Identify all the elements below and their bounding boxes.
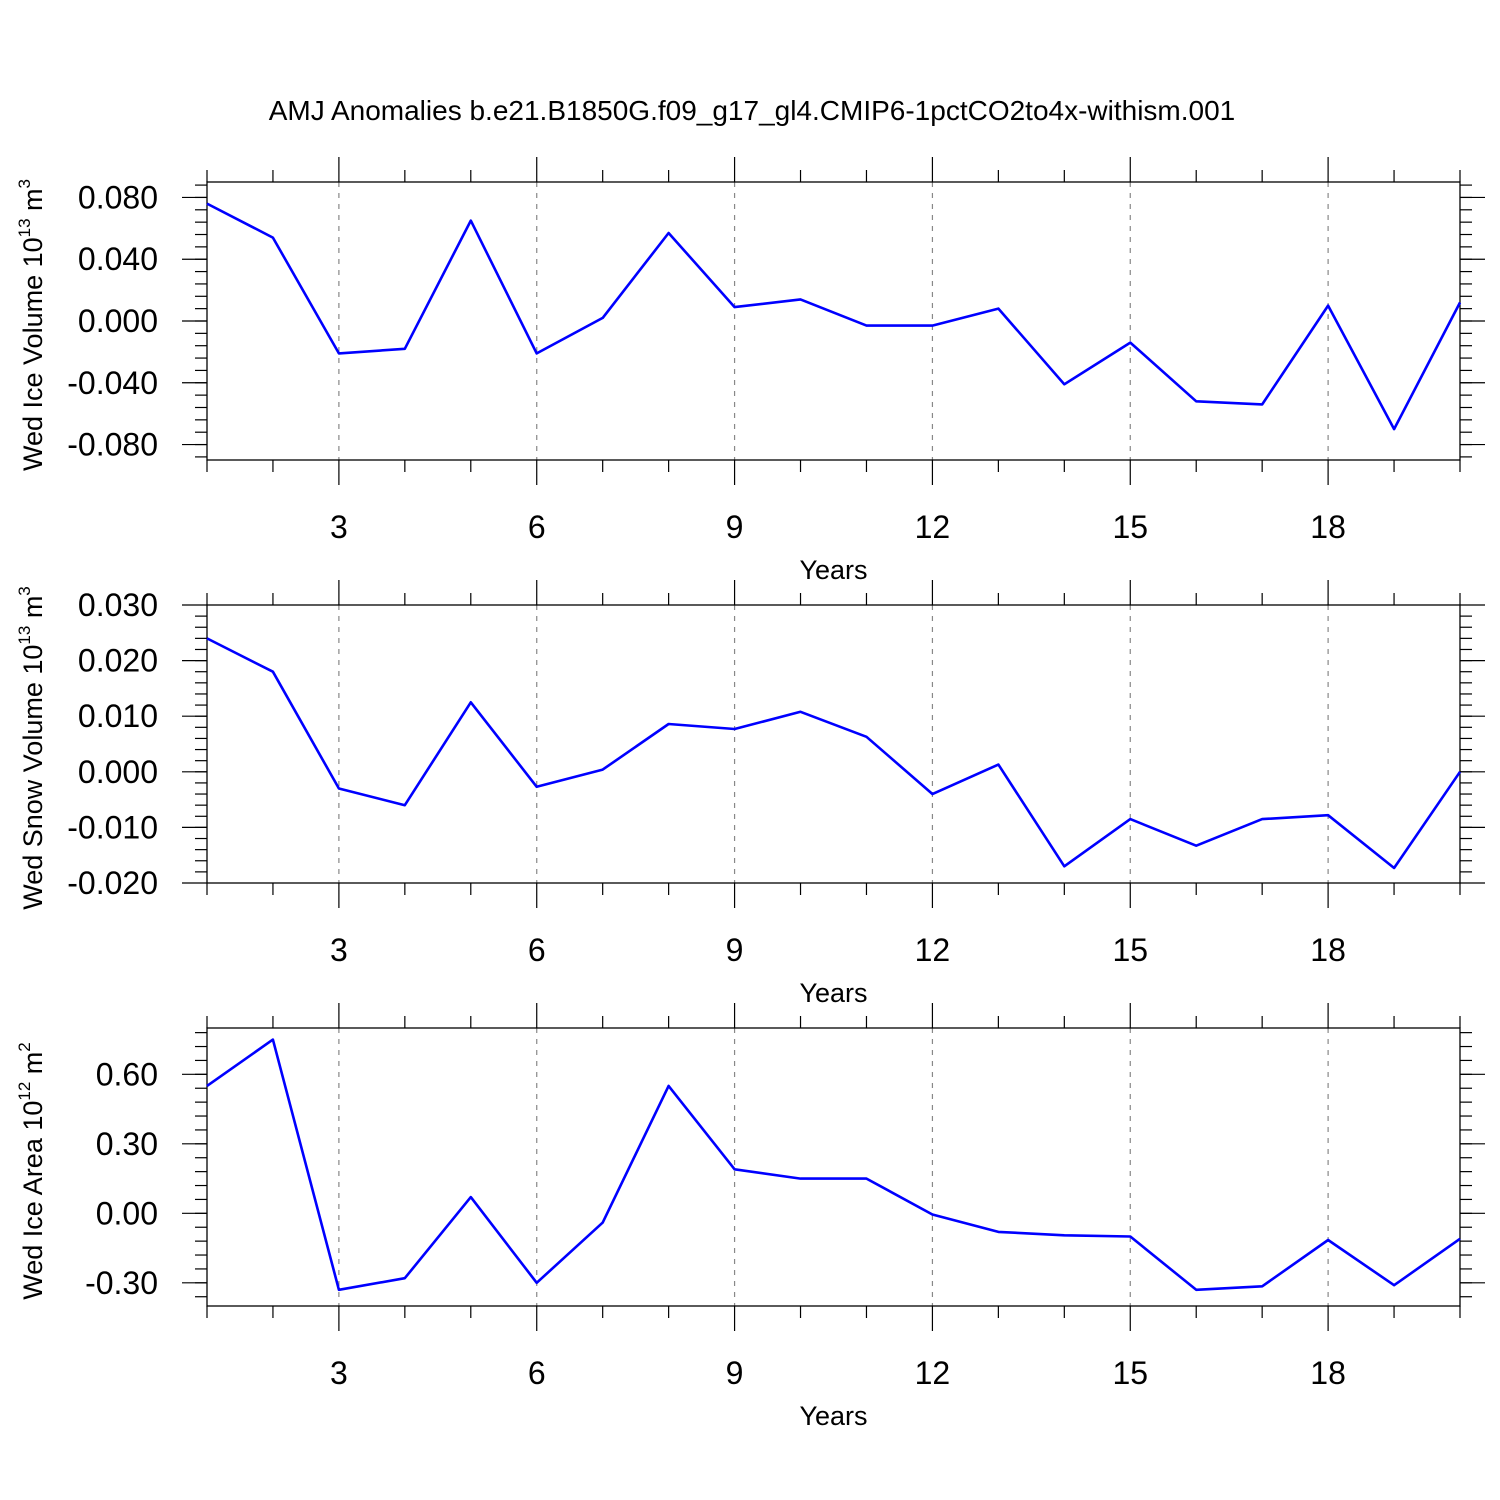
y-tick-label: 0.60 xyxy=(96,1056,158,1092)
y-tick-label: -0.30 xyxy=(85,1265,158,1301)
plot-frame xyxy=(206,181,1461,461)
x-tick-label: 3 xyxy=(330,509,348,545)
plot-frame xyxy=(206,1027,1461,1307)
y-tick-label: 0.010 xyxy=(78,698,158,734)
x-tick-label: 6 xyxy=(528,1355,546,1391)
x-tick-label: 15 xyxy=(1112,932,1148,968)
y-tick-label: -0.020 xyxy=(67,865,158,901)
x-tick-label: 9 xyxy=(726,932,744,968)
panel-3: 3 6 9 12 15 18 Years -0.30 0.00 0.30 0.60 Wed Ice A… xyxy=(15,1003,1485,1431)
x-axis-title: Years xyxy=(799,978,867,1008)
x-tick-label: 3 xyxy=(330,1355,348,1391)
x-tick-label: 12 xyxy=(915,932,951,968)
y-tick-label: 0.040 xyxy=(78,241,158,277)
plot-frame xyxy=(206,604,1461,884)
y-axis-title: Wed Snow Volume 1013 m3 xyxy=(15,586,48,910)
x-tick-label: 15 xyxy=(1112,509,1148,545)
y-tick-label: 0.00 xyxy=(96,1195,158,1231)
panel-1: 3 6 9 12 15 18 Years -0.080 -0.040 0.000 0.040 0.08… xyxy=(15,157,1485,585)
y-tick-label: 0.080 xyxy=(78,179,158,215)
x-tick-label: 12 xyxy=(915,1355,951,1391)
x-axis-title: Years xyxy=(799,1401,867,1431)
y-tick-label: 0.30 xyxy=(96,1126,158,1162)
x-tick-label: 9 xyxy=(726,509,744,545)
y-tick-label: -0.080 xyxy=(67,427,158,463)
x-tick-label: 9 xyxy=(726,1355,744,1391)
x-tick-label: 3 xyxy=(330,932,348,968)
y-tick-label: 0.000 xyxy=(78,303,158,339)
y-tick-label: -0.010 xyxy=(67,809,158,845)
y-tick-label: -0.040 xyxy=(67,365,158,401)
x-tick-label: 18 xyxy=(1310,1355,1346,1391)
panel-2: 3 6 9 12 15 18 Years -0.020 -0.010 0.000 0.010 0.02… xyxy=(15,580,1485,1008)
y-axis-title: Wed Ice Volume 1013 m3 xyxy=(15,179,48,471)
y-tick-label: 0.030 xyxy=(78,587,158,623)
x-tick-label: 6 xyxy=(528,932,546,968)
x-tick-label: 12 xyxy=(915,509,951,545)
series-line xyxy=(206,637,1462,870)
x-tick-label: 6 xyxy=(528,509,546,545)
y-tick-label: 0.000 xyxy=(78,754,158,790)
figure-title: AMJ Anomalies b.e21.B1850G.f09_g17_gl4.C… xyxy=(269,95,1236,126)
x-tick-label: 15 xyxy=(1112,1355,1148,1391)
x-tick-label: 18 xyxy=(1310,932,1346,968)
y-tick-label: 0.020 xyxy=(78,643,158,679)
series-line xyxy=(206,202,1462,431)
series-line xyxy=(206,1038,1461,1292)
x-axis-title: Years xyxy=(799,555,867,585)
x-tick-label: 18 xyxy=(1310,509,1346,545)
y-axis-title: Wed Ice Area 1012 m2 xyxy=(15,1042,48,1300)
